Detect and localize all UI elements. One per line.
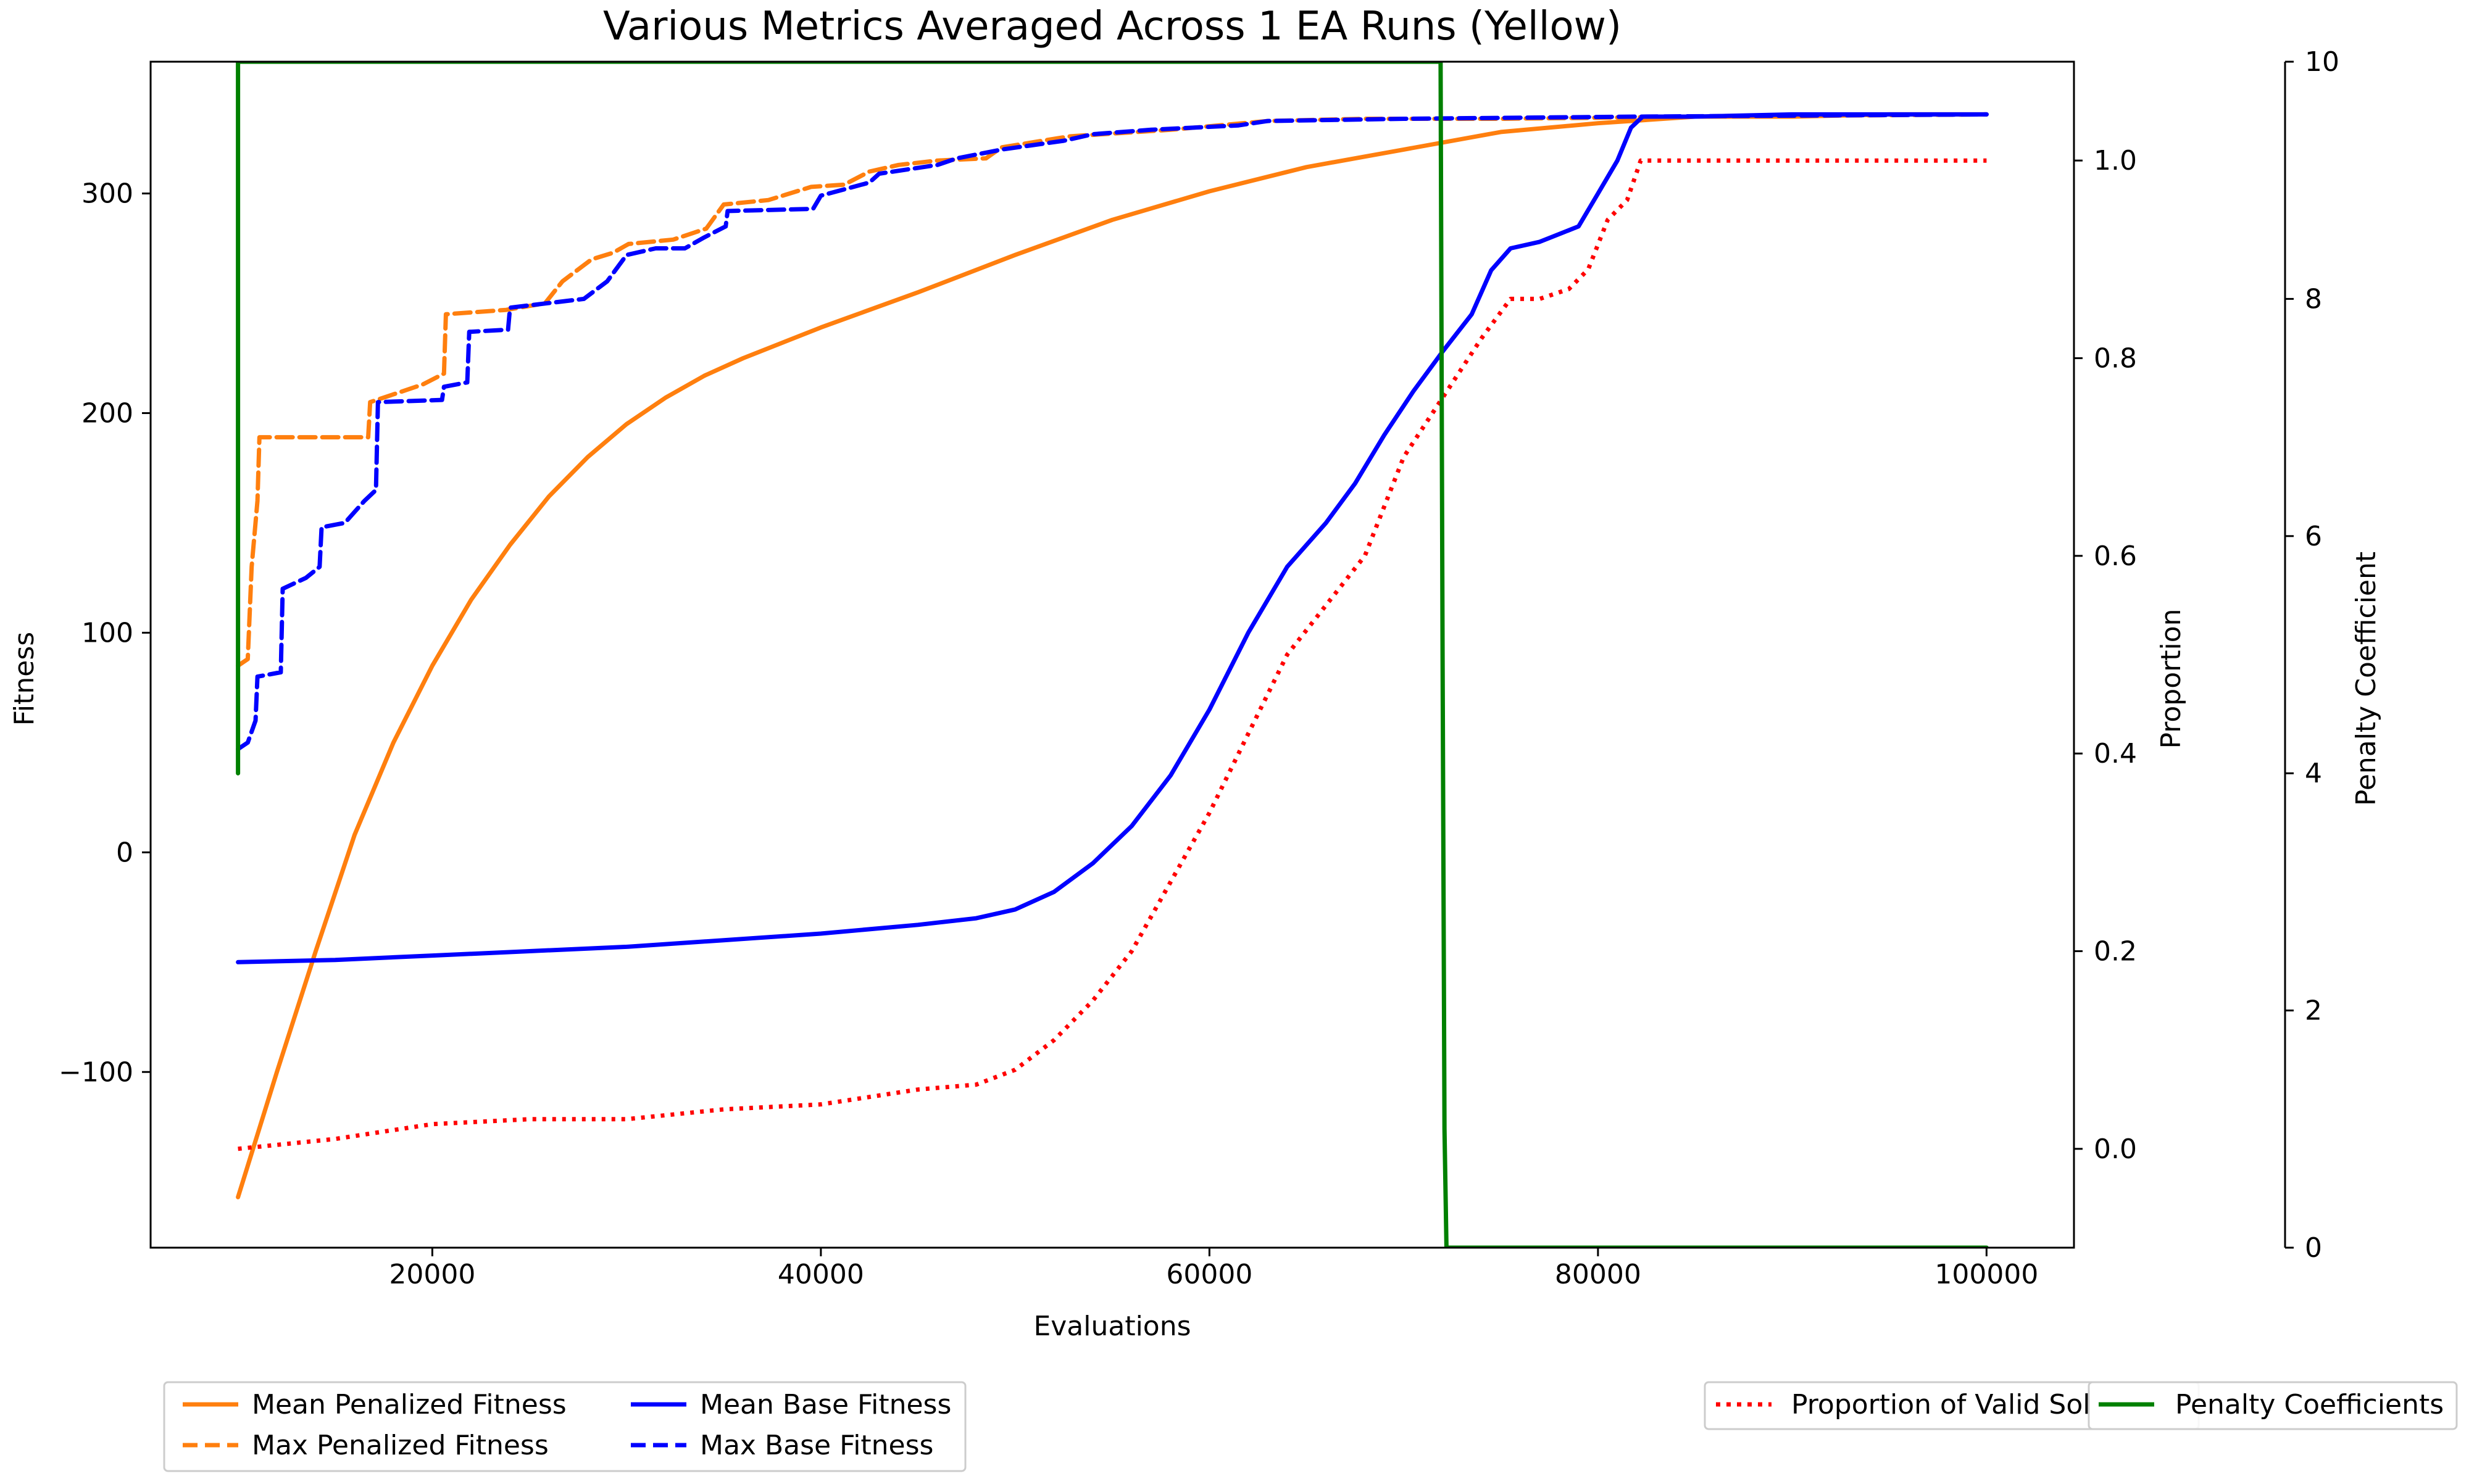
- series-line-max-base-fitness: [236, 112, 1989, 752]
- penalty-tick-label: 6: [2305, 521, 2322, 552]
- x-tick-label: 40000: [778, 1259, 864, 1290]
- fitness-tick-label: 0: [116, 837, 133, 868]
- series-line-mean-base-fitness: [236, 112, 1989, 964]
- fitness-tick-label: 100: [81, 617, 133, 649]
- proportion-tick-label: 0.2: [2094, 936, 2137, 968]
- legend-fitness-frame: [163, 1381, 967, 1472]
- penalty-tick-label: 4: [2305, 758, 2322, 789]
- fitness-axis-label: Fitness: [9, 632, 40, 726]
- legend-fitness: Mean Penalized Fitness Max Penalized Fitn…: [163, 1381, 967, 1472]
- legend-entry-max-penalized-fitness: Max Penalized Fitness: [183, 1430, 549, 1461]
- penalty-tick-label: 0: [2305, 1232, 2322, 1264]
- legend-label-proportion-of-valid-solutions: Proportion of Valid Solutions: [1791, 1389, 2174, 1420]
- proportion-tick-label: 1.0: [2094, 145, 2137, 176]
- penalty-tick-label: 8: [2305, 283, 2322, 315]
- proportion-axis-label: Proportion: [2155, 608, 2187, 748]
- penalty-tick-label: 10: [2305, 46, 2339, 78]
- x-tick-label: 80000: [1555, 1259, 1641, 1290]
- proportion-tick-label: 0.4: [2094, 738, 2137, 769]
- plot-layer: [236, 62, 1989, 1248]
- proportion-tick-label: 0.0: [2094, 1134, 2137, 1165]
- legend-proportion: Proportion of Valid Solutions: [1704, 1381, 2200, 1430]
- legend-label-mean-penalized-fitness: Mean Penalized Fitness: [252, 1389, 567, 1420]
- plot-frame: [149, 60, 2075, 1249]
- legend-entry-max-base-fitness: Max Base Fitness: [631, 1430, 933, 1461]
- chart-title: Various Metrics Averaged Across 1 EA Run…: [603, 4, 1622, 49]
- legend-label-max-penalized-fitness: Max Penalized Fitness: [252, 1430, 549, 1461]
- legend-entry-mean-base-fitness: Mean Base Fitness: [631, 1389, 951, 1420]
- fitness-tick-label: 200: [81, 397, 133, 429]
- fitness-tick-label: −100: [59, 1056, 133, 1088]
- penalty-axis-label: Penalty Coefficient: [2350, 552, 2382, 806]
- legend-label-mean-base-fitness: Mean Base Fitness: [700, 1389, 951, 1420]
- series-line-proportion-of-valid-solutions: [238, 158, 1987, 1151]
- proportion-tick-label: 0.6: [2094, 541, 2137, 572]
- proportion-tick-label: 0.8: [2094, 343, 2137, 375]
- series-line-penalty-coefficients: [236, 62, 1989, 1248]
- legend-label-penalty-coefficients: Penalty Coefficients: [2175, 1389, 2444, 1420]
- x-tick-label: 100000: [1934, 1259, 2038, 1290]
- legend-layer: Mean Penalized Fitness Max Penalized Fitn…: [163, 1381, 2458, 1472]
- legend-entry-mean-penalized-fitness: Mean Penalized Fitness: [183, 1389, 567, 1420]
- legend-label-max-base-fitness: Max Base Fitness: [700, 1430, 933, 1461]
- legend-penalty-frame: [2088, 1381, 2458, 1430]
- penalty-tick-label: 2: [2305, 995, 2322, 1027]
- series-line-mean-penalized-fitness: [236, 112, 1989, 1200]
- series-group: [236, 62, 1989, 1248]
- x-tick-label: 60000: [1166, 1259, 1252, 1290]
- legend-penalty: Penalty Coefficients: [2088, 1381, 2458, 1430]
- fitness-tick-label: 300: [81, 178, 133, 210]
- axes-layer: 20000 40000 60000 80000 100000−1000100200300…: [59, 46, 2339, 1290]
- x-tick-label: 20000: [389, 1259, 475, 1290]
- x-axis-label: Evaluations: [1033, 1311, 1191, 1342]
